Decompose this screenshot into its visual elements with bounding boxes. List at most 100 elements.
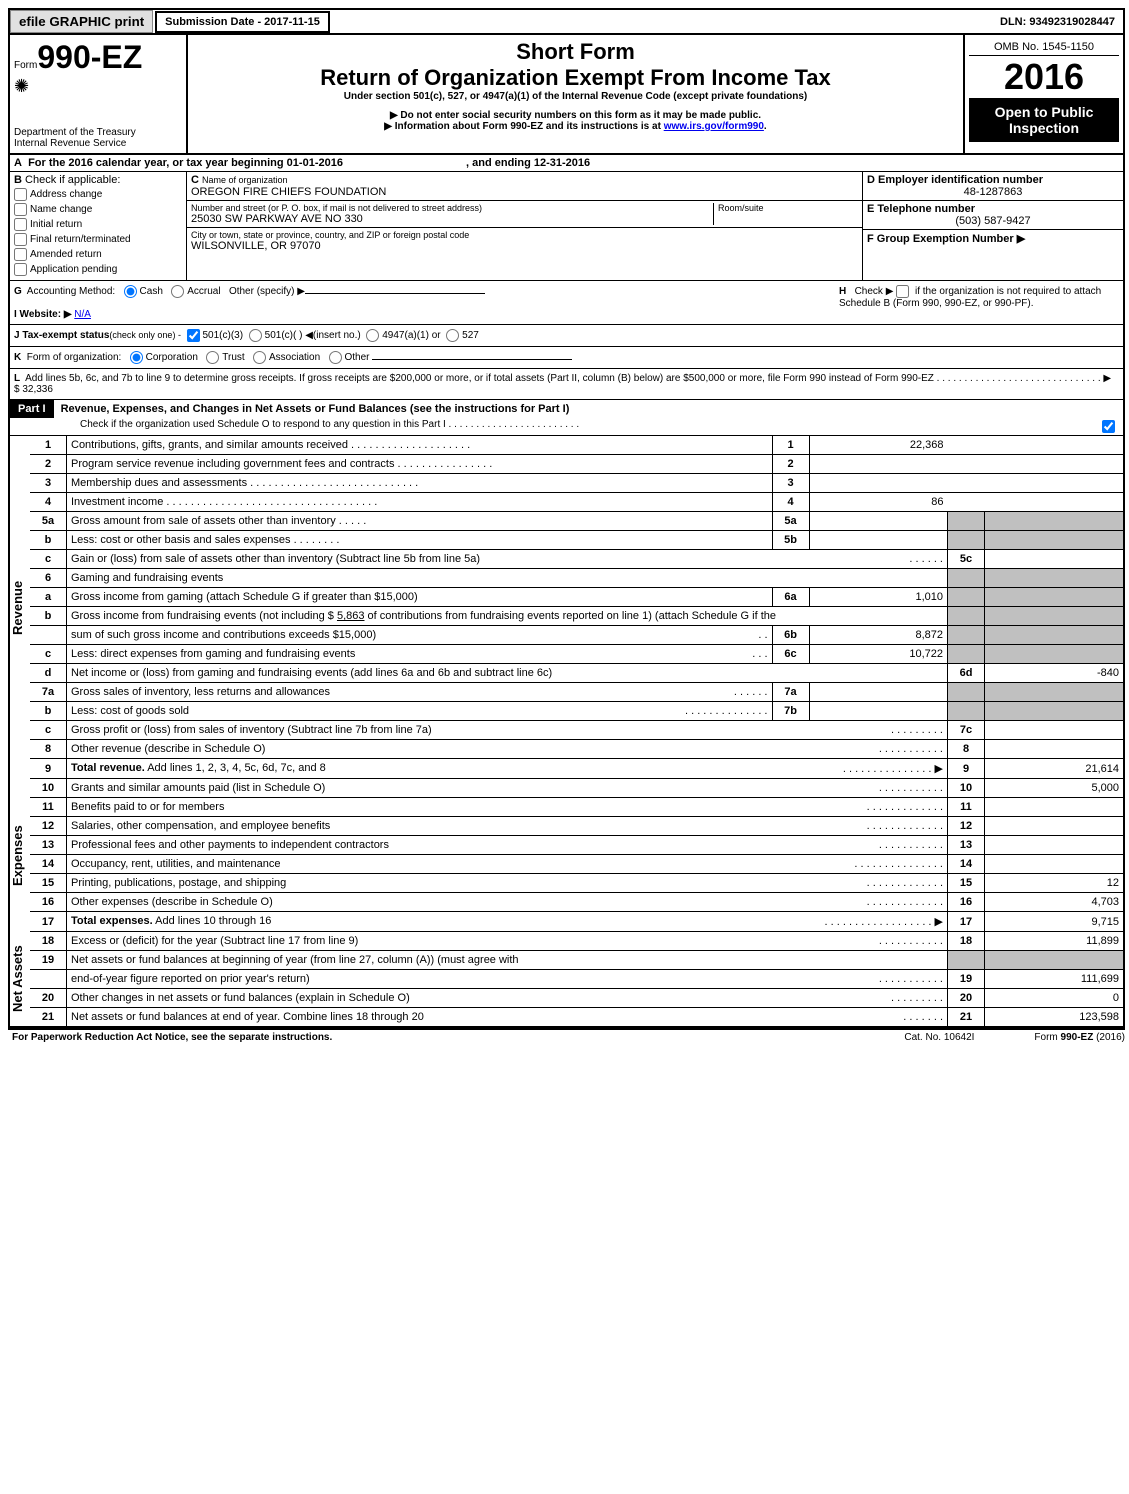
room-suite-label: Room/suite (718, 203, 858, 213)
line-11: 11Benefits paid to or for members. . . .… (30, 798, 1123, 817)
main-title: Return of Organization Exempt From Incom… (196, 65, 955, 91)
accounting-method-row: H Check ▶ if the organization is not req… (10, 281, 1123, 325)
tax-year: 2016 (969, 56, 1119, 98)
efile-print-button[interactable]: efile GRAPHIC print (10, 10, 153, 33)
short-form-title: Short Form (196, 39, 955, 65)
submission-date: Submission Date - 2017-11-15 (155, 11, 330, 33)
line-5a: 5aGross amount from sale of assets other… (30, 512, 1123, 531)
check-application-pending[interactable]: Application pending (14, 263, 182, 276)
line-6: 6Gaming and fundraising events (30, 569, 1123, 588)
line-18: 18Excess or (deficit) for the year (Subt… (30, 932, 1123, 951)
catalog-number: Cat. No. 10642I (904, 1032, 974, 1043)
line-12: 12Salaries, other compensation, and empl… (30, 817, 1123, 836)
form-990ez: efile GRAPHIC print Submission Date - 20… (8, 8, 1125, 1030)
top-bar: efile GRAPHIC print Submission Date - 20… (10, 10, 1123, 35)
line-6b-sum: sum of such gross income and contributio… (30, 626, 1123, 645)
department-label: Department of the Treasury Internal Reve… (14, 127, 182, 149)
schedule-o-checkbox[interactable] (1102, 420, 1115, 433)
form-ref: Form 990-EZ (2016) (1034, 1032, 1125, 1043)
line-3: 3Membership dues and assessments . . . .… (30, 474, 1123, 493)
dln-number: DLN: 93492319028447 (1000, 16, 1123, 28)
group-exemption-label: F Group Exemption Number (867, 233, 1014, 245)
ein-value: 48-1287863 (867, 186, 1119, 198)
501c3-checkbox[interactable] (187, 329, 200, 342)
subtitle: Under section 501(c), 527, or 4947(a)(1)… (196, 91, 955, 102)
check-final-return[interactable]: Final return/terminated (14, 233, 182, 246)
form-footer: For Paperwork Reduction Act Notice, see … (8, 1030, 1129, 1045)
part-i-check-text: Check if the organization used Schedule … (10, 419, 579, 430)
section-b-check-applicable: B Check if applicable: Address change Na… (10, 172, 187, 280)
line-7b: bLess: cost of goods sold. . . . . . . .… (30, 702, 1123, 721)
527-radio[interactable] (446, 329, 459, 342)
phone-label: E Telephone number (867, 203, 1119, 215)
ein-label: D Employer identification number (867, 174, 1119, 186)
line-20: 20Other changes in net assets or fund ba… (30, 989, 1123, 1008)
line-4: 4Investment income . . . . . . . . . . .… (30, 493, 1123, 512)
check-name-change[interactable]: Name change (14, 203, 182, 216)
org-info-grid: B Check if applicable: Address change Na… (10, 172, 1123, 281)
org-trust-radio[interactable] (206, 351, 219, 364)
check-initial-return[interactable]: Initial return (14, 218, 182, 231)
line-2: 2Program service revenue including gover… (30, 455, 1123, 474)
open-to-public: Open to Public Inspection (969, 98, 1119, 142)
line-5b: bLess: cost or other basis and sales exp… (30, 531, 1123, 550)
line-8: 8Other revenue (describe in Schedule O).… (30, 740, 1123, 759)
org-street: 25030 SW PARKWAY AVE NO 330 (191, 213, 713, 225)
form-prefix: Form (14, 60, 37, 71)
line-19b: end-of-year figure reported on prior yea… (30, 970, 1123, 989)
org-name: OREGON FIRE CHIEFS FOUNDATION (191, 186, 858, 198)
website-label: I Website: ▶ (14, 309, 72, 320)
line-6b: bGross income from fundraising events (n… (30, 607, 1123, 626)
warning-ssn: ▶ Do not enter social security numbers o… (196, 110, 955, 121)
omb-number: OMB No. 1545-1150 (969, 39, 1119, 56)
501c-radio[interactable] (249, 329, 262, 342)
4947-radio[interactable] (366, 329, 379, 342)
line-6c: cLess: direct expenses from gaming and f… (30, 645, 1123, 664)
form-number: 990-EZ (37, 39, 142, 75)
part-i-title: Revenue, Expenses, and Changes in Net As… (57, 400, 574, 418)
section-h-check: H Check ▶ if the organization is not req… (839, 285, 1119, 309)
schedule-b-checkbox[interactable] (896, 285, 909, 298)
line-7a: 7aGross sales of inventory, less returns… (30, 683, 1123, 702)
irs-link[interactable]: www.irs.gov/form990 (664, 121, 764, 132)
line-7c: cGross profit or (loss) from sales of in… (30, 721, 1123, 740)
line-16: 16Other expenses (describe in Schedule O… (30, 893, 1123, 912)
irs-seal-icon: ✺ (14, 76, 182, 97)
org-assoc-radio[interactable] (253, 351, 266, 364)
section-c-org-info: C Name of organization OREGON FIRE CHIEF… (187, 172, 863, 280)
revenue-side-label: Revenue (10, 436, 30, 779)
paperwork-notice: For Paperwork Reduction Act Notice, see … (12, 1032, 332, 1043)
method-accrual-radio[interactable] (171, 285, 184, 298)
line-6d: dNet income or (loss) from gaming and fu… (30, 664, 1123, 683)
org-other-radio[interactable] (329, 351, 342, 364)
part-i-label: Part I (10, 400, 54, 418)
line-6a: aGross income from gaming (attach Schedu… (30, 588, 1123, 607)
website-value: N/A (74, 309, 91, 320)
expenses-side-label: Expenses (10, 779, 30, 932)
part-i-header: Part I Revenue, Expenses, and Changes in… (10, 400, 1123, 436)
line-5c: cGain or (loss) from sale of assets othe… (30, 550, 1123, 569)
expenses-section: Expenses 10Grants and similar amounts pa… (10, 779, 1123, 932)
check-address-change[interactable]: Address change (14, 188, 182, 201)
form-header: Form990-EZ ✺ Department of the Treasury … (10, 35, 1123, 155)
form-of-organization-row: K Form of organization: Corporation Trus… (10, 347, 1123, 369)
line-19a: 19Net assets or fund balances at beginni… (30, 951, 1123, 970)
line-9: 9Total revenue. Add lines 1, 2, 3, 4, 5c… (30, 759, 1123, 779)
line-15: 15Printing, publications, postage, and s… (30, 874, 1123, 893)
org-corp-radio[interactable] (130, 351, 143, 364)
line-17: 17Total expenses. Add lines 10 through 1… (30, 912, 1123, 932)
check-amended-return[interactable]: Amended return (14, 248, 182, 261)
revenue-section: Revenue 1Contributions, gifts, grants, a… (10, 436, 1123, 779)
tax-exempt-status-row: J Tax-exempt status(check only one) - 50… (10, 325, 1123, 347)
line-14: 14Occupancy, rent, utilities, and mainte… (30, 855, 1123, 874)
line-1: 1Contributions, gifts, grants, and simil… (30, 436, 1123, 455)
line-10: 10Grants and similar amounts paid (list … (30, 779, 1123, 798)
calendar-year-row: A For the 2016 calendar year, or tax yea… (10, 155, 1123, 172)
net-assets-side-label: Net Assets (10, 932, 30, 1026)
line-21: 21Net assets or fund balances at end of … (30, 1008, 1123, 1027)
right-info-column: D Employer identification number 48-1287… (863, 172, 1123, 280)
org-city: WILSONVILLE, OR 97070 (191, 240, 858, 252)
net-assets-section: Net Assets 18Excess or (deficit) for the… (10, 932, 1123, 1028)
method-cash-radio[interactable] (124, 285, 137, 298)
section-l-gross-receipts: L Add lines 5b, 6c, and 7b to line 9 to … (10, 369, 1123, 400)
